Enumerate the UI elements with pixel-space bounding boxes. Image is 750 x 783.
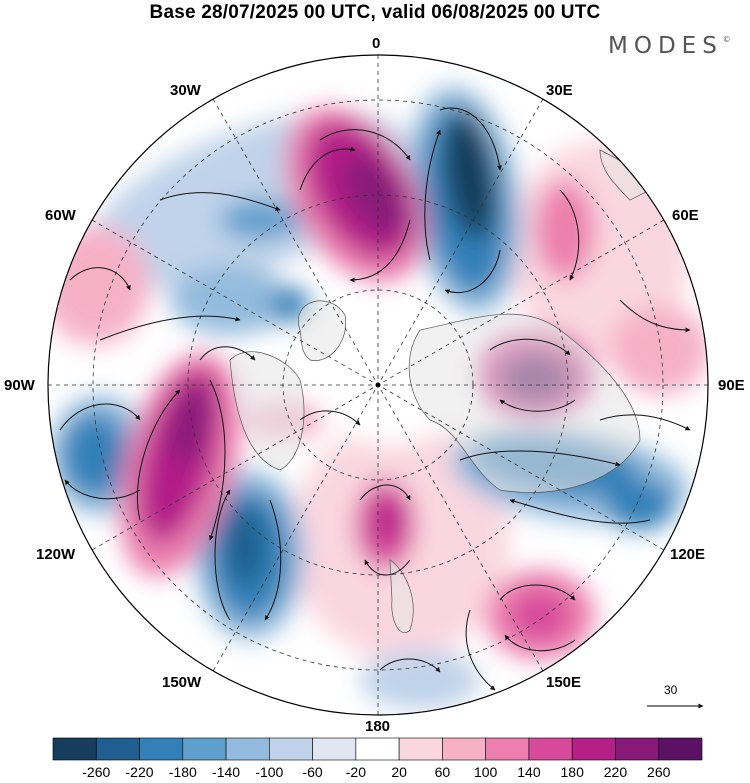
- colorbar-swatch: [312, 737, 357, 761]
- streamline: [136, 389, 181, 521]
- streamline: [59, 403, 141, 431]
- colorbar-swatch: [139, 737, 184, 761]
- streamline: [99, 315, 241, 341]
- streamline: [299, 146, 356, 191]
- streamline: [559, 189, 580, 281]
- streamline: [69, 267, 131, 291]
- anomaly-region: [510, 590, 570, 640]
- map-title: Base 28/07/2025 00 UTC, valid 06/08/2025…: [149, 2, 601, 23]
- streamline: [459, 450, 621, 467]
- anomaly-field: [48, 55, 708, 715]
- streamline: [509, 498, 651, 524]
- colorbar-swatch: [528, 737, 573, 761]
- wind-vectors: [59, 107, 691, 691]
- longitude-label-150w: 150W: [162, 674, 202, 691]
- streamline: [199, 346, 256, 361]
- streamline: [319, 129, 411, 161]
- anomaly-region: [605, 480, 675, 530]
- longitude-label-30w: 30W: [170, 82, 201, 99]
- colorbar-tick-label: 140: [517, 764, 541, 780]
- longitude-label-90w: 90W: [4, 377, 35, 394]
- colorbar-tick-label: 180: [560, 764, 584, 780]
- anomaly-region: [220, 200, 300, 240]
- colorbar-swatch: [615, 737, 660, 761]
- eurasia: [408, 313, 641, 493]
- colorbar-tick-label: 60: [434, 764, 451, 780]
- colorbar-tick-label: -60: [302, 764, 323, 780]
- anomaly-region: [48, 225, 150, 345]
- colorbar: [52, 737, 703, 761]
- streamline: [264, 499, 282, 621]
- streamline: [364, 559, 411, 576]
- colorbar-tick-label: 220: [603, 764, 628, 780]
- kamchatka: [389, 559, 414, 633]
- streamline: [209, 379, 226, 541]
- colorbar-tick-label: 20: [391, 764, 407, 780]
- longitude-label-120w: 120W: [36, 546, 76, 563]
- streamline: [439, 107, 502, 171]
- anomaly-region: [376, 498, 404, 542]
- streamline: [619, 299, 691, 333]
- colorbar-tick-label: -140: [212, 764, 241, 780]
- colorbar-tick-label: -20: [345, 764, 366, 780]
- colorbar-swatch: [269, 737, 313, 761]
- streamline: [359, 484, 411, 501]
- streamline: [299, 410, 361, 426]
- streamline: [499, 399, 576, 412]
- north-pole-dot: [375, 382, 381, 388]
- longitude-label-0: 0: [372, 35, 381, 52]
- streamline: [444, 249, 501, 294]
- longitude-label-30e: 30E: [546, 82, 573, 99]
- reference-vector-label: 30: [664, 683, 678, 697]
- streamline: [64, 479, 141, 500]
- colorbar-swatch: [658, 737, 703, 761]
- streamline: [349, 219, 411, 283]
- anomaly-region: [169, 386, 211, 464]
- colorbar-swatch: [485, 737, 530, 761]
- longitude-label-120e: 120E: [670, 546, 706, 563]
- colorbar-swatch: [182, 737, 227, 761]
- streamline: [504, 634, 576, 652]
- anomaly-region: [610, 305, 708, 395]
- streamline: [159, 192, 281, 211]
- longitude-label-180: 180: [365, 718, 391, 735]
- colorbar-tick-label: 100: [473, 764, 498, 780]
- north-america: [229, 351, 305, 471]
- anomaly-region: [225, 505, 265, 585]
- colorbar-swatch: [52, 737, 97, 761]
- longitude-label-90e: 90E: [718, 377, 745, 394]
- colorbar-tick-label: -260: [82, 764, 111, 780]
- anomaly-region: [443, 110, 497, 240]
- colorbar-tick-label: 260: [647, 764, 671, 780]
- anomaly-region: [63, 413, 127, 497]
- colorbar-swatch: [95, 737, 140, 761]
- streamline: [379, 658, 441, 673]
- anomaly-region: [535, 180, 595, 280]
- longitude-label-150e: 150E: [546, 674, 582, 691]
- anomaly-region: [360, 650, 480, 710]
- map-boundary: [47, 54, 709, 716]
- latitude-circle: [92, 99, 664, 671]
- colorbar-tick-label: -180: [168, 764, 197, 780]
- streamline: [599, 414, 691, 431]
- longitude-label-60w: 60W: [45, 207, 76, 224]
- streamline: [465, 609, 496, 691]
- streamline: [214, 489, 231, 621]
- colorbar-swatch: [398, 737, 443, 761]
- streamline: [424, 129, 441, 261]
- land-masses: [229, 149, 651, 633]
- colorbar-swatch: [442, 737, 486, 761]
- modes-logo: MODES©: [608, 33, 731, 59]
- colorbar-swatch: [571, 737, 616, 761]
- colorbar-tick-label: -220: [125, 764, 154, 780]
- colorbar-swatch: [225, 737, 270, 761]
- colorbar-swatch: [355, 737, 400, 761]
- streamline: [489, 338, 571, 356]
- streamline: [499, 584, 576, 601]
- colorbar-tick-label: -100: [255, 764, 284, 780]
- longitude-label-60e: 60E: [672, 207, 699, 224]
